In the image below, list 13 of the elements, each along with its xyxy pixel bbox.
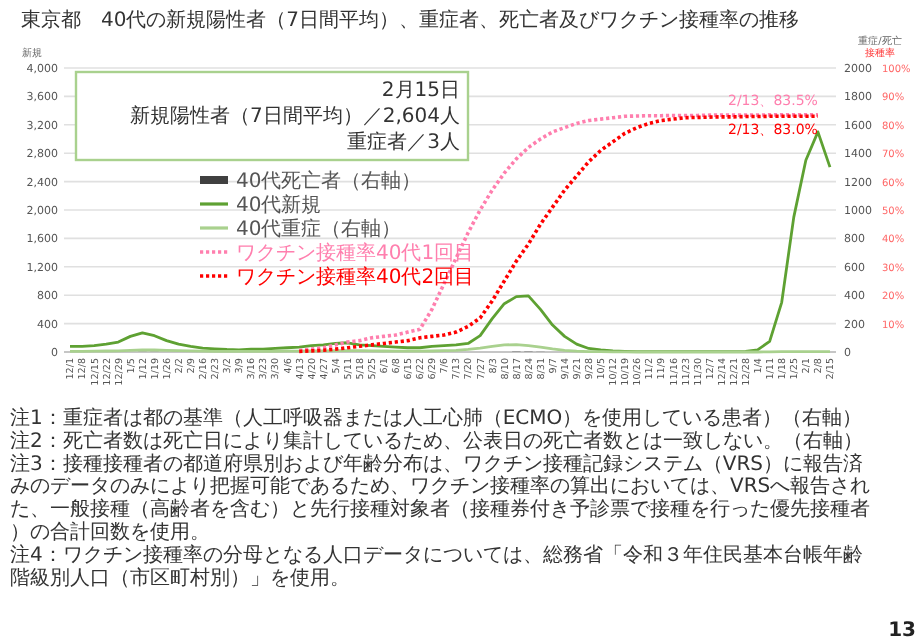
annotation: 新規陽性者（7日間平均）／2,604人 [130,104,460,128]
annotation: 重症者／3人 [347,130,460,154]
text: 13 [888,620,917,640]
text: 注4：ワクチン接種率の分母となる人口データについては、総務省「令和３年住民基本台帳年齢階級別人口（市区町村別）」を使用。 [10,542,863,590]
legend-label: 40代重症（右軸） [236,217,402,241]
text: 注1：重症者は都の基準（人工呼吸器または人工心肺（ECMO）を使用している患者）（右軸） [10,406,863,430]
text: 注2：死亡者数は死亡日により集計しているため、公表日の死亡者数とは一致しない。（右軸） [10,428,863,453]
legend-label: 40代死亡者（右軸） [236,169,422,193]
text: 注3：接種接種者の都道府県別および年齢分布は、ワクチン接種記録システム（VRS）に報告済みのデータのみにより把握可能であるため、ワクチン接種率の算出においては、VRSへ報告された、一般接種（高齢者を含む）と先行接種対象者（接種券付き予診票で接種を行った優先接種者）の合計回数を使用。 [10,451,871,544]
legend-label: ワクチン接種率40代2回目 [236,265,475,289]
chart-title: 東京都 40代の新規陽性者（7日間平均）、重症者、死亡者及びワクチン接種率の推移 [20,8,800,32]
legend-label: 40代新規 [236,193,322,217]
annotation: 2月15日 [381,80,460,102]
